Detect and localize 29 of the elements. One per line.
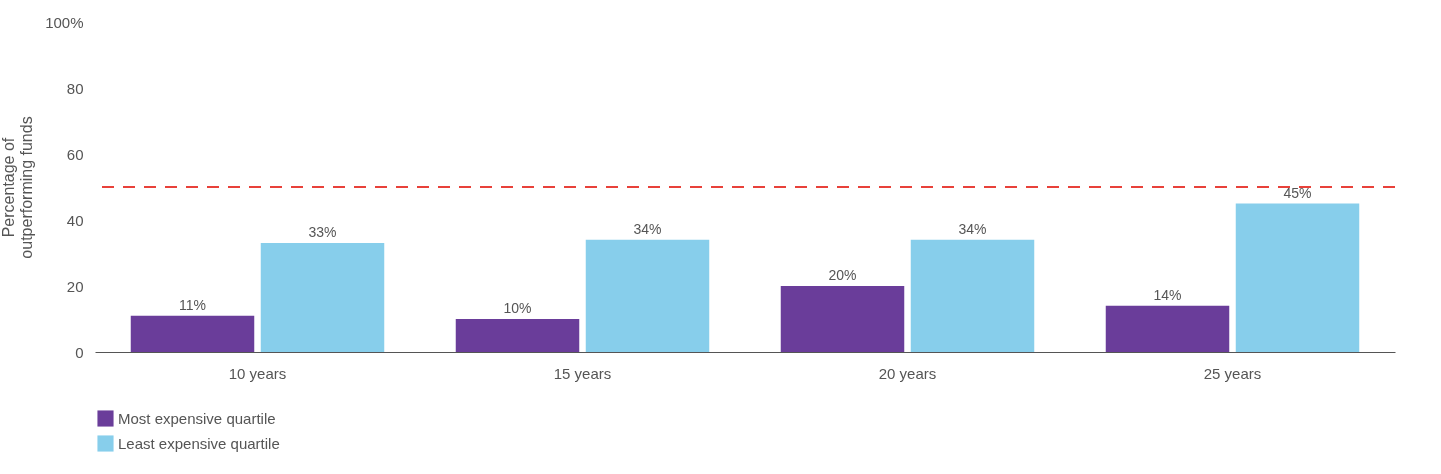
- text: 11%: [179, 296, 206, 313]
- x-tick-label: 15 years: [553, 364, 612, 382]
- y-tick-label: 80: [66, 79, 84, 97]
- bar: [910, 239, 1035, 352]
- x-tick-label: 25 years: [1203, 364, 1262, 382]
- bar: [1235, 203, 1360, 352]
- text: 14%: [1153, 286, 1182, 303]
- x-tick-label: 20 years: [878, 364, 937, 382]
- text: 10%: [503, 300, 532, 316]
- legend-label: Most expensive quartile: [118, 409, 276, 427]
- y-tick-label: 60: [66, 145, 84, 163]
- y-tick-label: 0: [75, 343, 84, 361]
- text: 20%: [828, 267, 857, 283]
- y-tick-label: 20: [66, 277, 84, 295]
- bar: [455, 319, 580, 352]
- y-tick-label: 40: [66, 211, 84, 229]
- bar: [260, 243, 385, 352]
- x-tick-label: 10 years: [228, 364, 287, 382]
- bar: [585, 239, 710, 352]
- bar: [130, 315, 255, 352]
- legend-label: Least expensive quartile: [118, 434, 280, 452]
- text: 33%: [308, 224, 337, 241]
- text: 34%: [958, 220, 987, 237]
- bar: [780, 286, 905, 352]
- text: 34%: [633, 220, 662, 237]
- y-tick-label: 100%: [45, 13, 84, 31]
- bar: [1105, 305, 1230, 352]
- text: 45%: [1283, 184, 1312, 201]
- y-axis-title: Percentage of outperforming funds: [0, 116, 36, 259]
